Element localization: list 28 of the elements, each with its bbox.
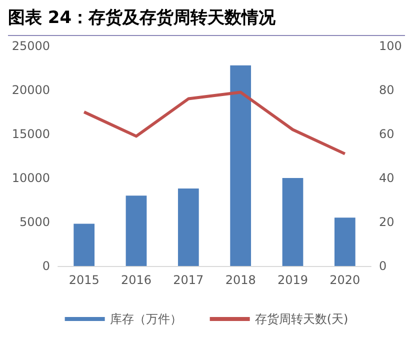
y2-tick-label: 100: [379, 39, 402, 53]
y2-tick-label: 20: [379, 215, 394, 229]
legend-label: 存货周转天数(天): [254, 312, 348, 326]
x-tick-label: 2017: [173, 273, 204, 287]
bar: [178, 188, 199, 266]
bar: [230, 65, 252, 266]
x-tick-label: 2015: [68, 273, 100, 287]
bar: [126, 196, 147, 266]
line-series: [82, 90, 346, 156]
x-tick-label: 2020: [330, 273, 360, 287]
x-tick-label: 2019: [277, 273, 308, 287]
y-tick-label: 10000: [12, 171, 50, 185]
legend-label: 库存（万件）: [110, 312, 182, 326]
chart-title: 图表 24：存货及存货周转天数情况: [8, 6, 405, 36]
bar: [282, 178, 304, 266]
y2-tick-label: 60: [379, 127, 394, 141]
x-tick-label: 2016: [120, 273, 152, 287]
y2-tick-label: 40: [379, 171, 394, 185]
y2-tick-label: 0: [379, 259, 387, 273]
y-tick-label: 20000: [12, 83, 50, 97]
y-tick-label: 25000: [12, 39, 50, 53]
bar: [74, 224, 95, 266]
y-tick-label: 15000: [12, 127, 50, 141]
y-tick-label: 5000: [19, 215, 50, 229]
y2-tick-label: 80: [379, 83, 394, 97]
y-tick-label: 0: [42, 259, 50, 273]
x-tick-label: 2018: [225, 273, 256, 287]
bar: [334, 218, 356, 266]
